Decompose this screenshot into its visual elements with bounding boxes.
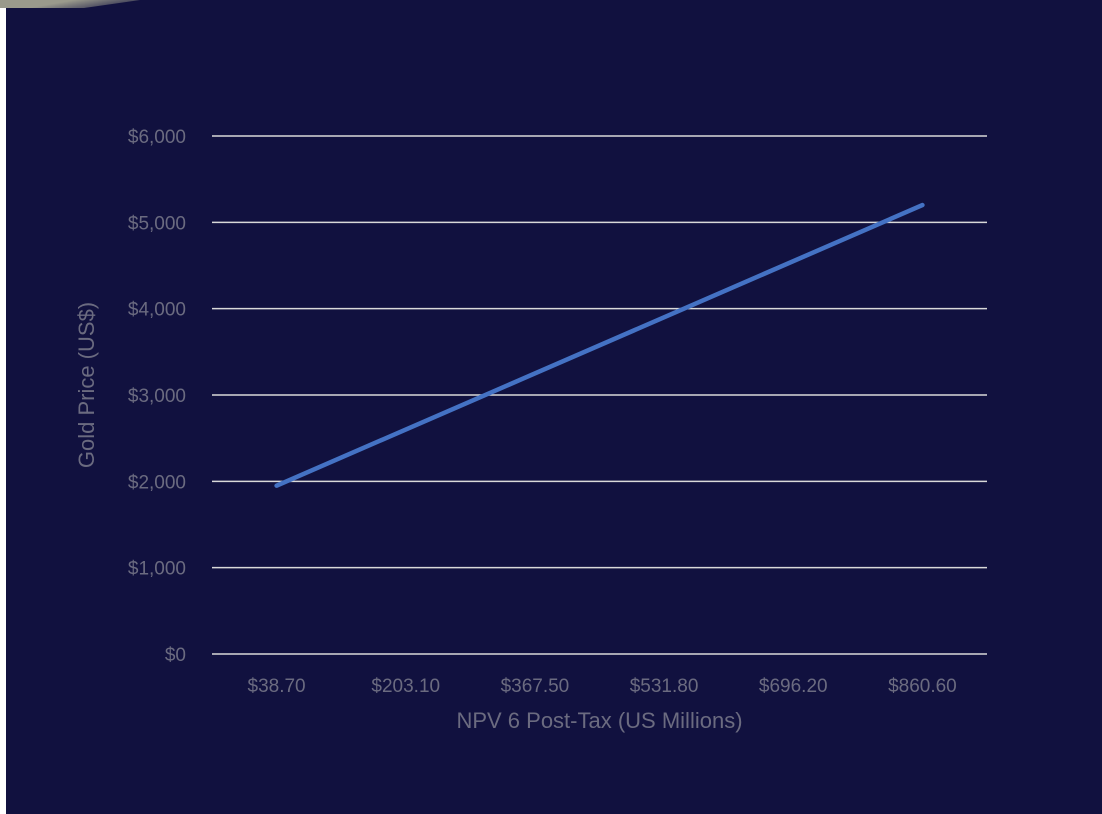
- x-tick-label: $203.10: [371, 676, 440, 697]
- x-tick-label: $531.80: [630, 676, 699, 697]
- x-tick-label: $696.20: [759, 676, 828, 697]
- x-axis-title: NPV 6 Post-Tax (US Millions): [456, 708, 742, 733]
- gridlines: [212, 135, 987, 655]
- y-tick-label: $5,000: [128, 213, 186, 234]
- y-tick-label: $6,000: [128, 127, 186, 148]
- y-tick-label: $1,000: [128, 559, 186, 580]
- x-tick-label: $38.70: [248, 676, 306, 697]
- series-line: [274, 202, 925, 488]
- chart-panel: $0 $1,000 $2,000 $3,000 $4,000 $5,000 $6,000 $…: [6, 0, 1102, 814]
- y-tick-label: $4,000: [128, 300, 186, 321]
- y-tick-label: $3,000: [128, 386, 186, 407]
- y-tick-label: $2,000: [128, 472, 186, 493]
- x-tick-label: $860.60: [888, 676, 957, 697]
- x-tick-label: $367.50: [501, 676, 570, 697]
- y-axis-title: Gold Price (US$): [74, 302, 99, 468]
- series-layer: [274, 202, 925, 488]
- corner-photo-fragment: [0, 0, 140, 8]
- line-chart: $0 $1,000 $2,000 $3,000 $4,000 $5,000 $6,000 $…: [6, 0, 1102, 814]
- y-axis-tick-labels: $0 $1,000 $2,000 $3,000 $4,000 $5,000 $6,000: [128, 127, 186, 666]
- y-tick-label: $0: [165, 645, 186, 666]
- x-axis-tick-labels: $38.70 $203.10 $367.50 $531.80 $696.20 $860.6…: [248, 676, 957, 697]
